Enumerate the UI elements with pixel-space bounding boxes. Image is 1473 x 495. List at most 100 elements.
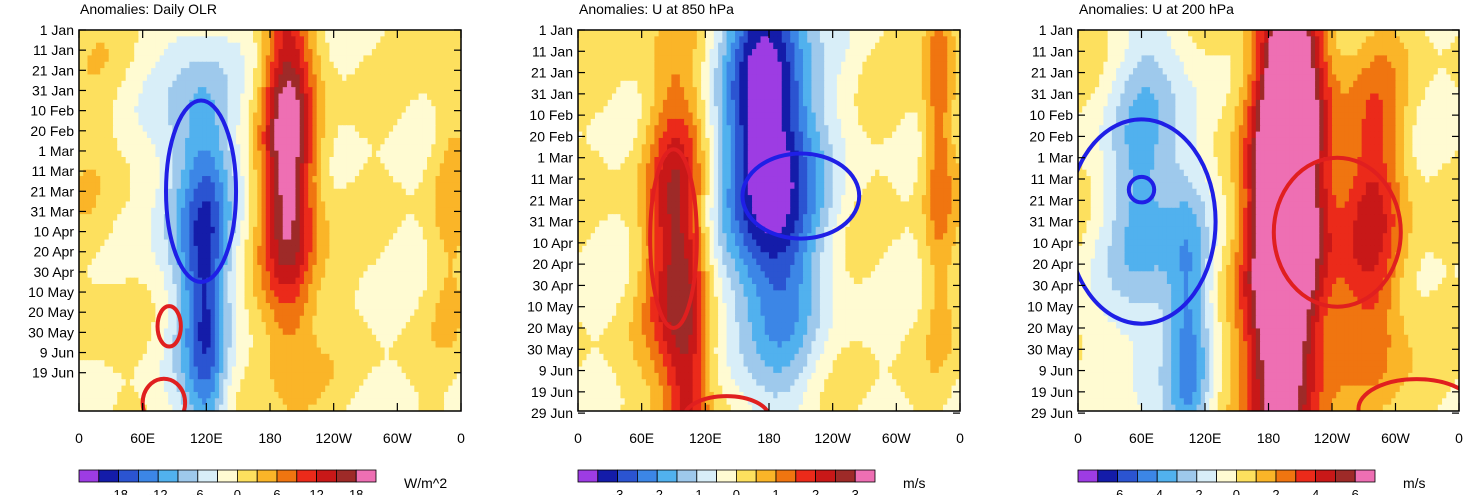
field-cell <box>388 328 394 336</box>
field-cell <box>138 347 144 355</box>
field-cell <box>282 106 288 114</box>
field-cell <box>439 137 445 145</box>
field-cell <box>452 131 458 139</box>
field-cell <box>282 131 288 139</box>
field-cell <box>397 360 403 368</box>
field-cell <box>363 284 369 291</box>
field-cell <box>176 55 182 63</box>
field-cell <box>282 157 288 164</box>
field-cell <box>452 322 458 330</box>
field-cell <box>155 137 161 145</box>
field-cell <box>439 277 445 285</box>
field-cell <box>456 258 461 266</box>
field-cell <box>393 42 398 50</box>
field-cell <box>138 334 144 342</box>
field-cell <box>159 366 165 374</box>
field-cell <box>282 290 288 298</box>
field-cell <box>197 182 203 190</box>
field-cell <box>405 353 411 361</box>
field-cell <box>342 226 347 234</box>
field-cell <box>138 303 144 310</box>
field-cell <box>125 125 131 133</box>
field-cell <box>270 169 275 177</box>
field-cell <box>214 93 220 101</box>
field-cell <box>354 188 360 196</box>
field-cell <box>384 169 390 177</box>
field-cell <box>180 68 186 76</box>
field-cell <box>325 125 331 133</box>
field-cell <box>172 233 178 241</box>
field-cell <box>278 252 284 260</box>
field-cell <box>422 182 428 190</box>
field-cell <box>121 379 127 387</box>
field-cell <box>134 112 140 120</box>
field-cell <box>100 258 106 266</box>
field-cell <box>129 366 135 374</box>
field-cell <box>146 118 152 126</box>
field-cell <box>163 309 169 317</box>
field-cell <box>146 315 152 323</box>
field-cell <box>240 87 246 95</box>
field-cell <box>180 201 186 209</box>
field-cell <box>414 353 420 361</box>
field-cell <box>282 271 288 279</box>
field-cell <box>431 277 437 285</box>
field-cell <box>138 188 144 196</box>
field-cell <box>342 315 347 323</box>
field-cell <box>244 201 250 209</box>
field-cell <box>180 220 186 228</box>
field-cell <box>320 264 326 272</box>
field-cell <box>401 99 407 107</box>
field-cell <box>108 188 114 196</box>
field-cell <box>418 118 424 126</box>
field-cell <box>270 99 275 107</box>
field-cell <box>129 264 135 272</box>
field-cell <box>223 61 229 69</box>
field-cell <box>100 87 106 95</box>
field-cell <box>325 372 331 380</box>
field-cell <box>274 207 280 215</box>
field-cell <box>125 30 131 37</box>
field-cell <box>303 36 309 44</box>
field-cell <box>371 36 377 44</box>
field-cell <box>444 36 449 44</box>
field-cell <box>180 150 186 158</box>
field-cell <box>325 42 331 50</box>
field-cell <box>444 309 449 317</box>
field-cell <box>303 80 309 88</box>
field-cell <box>193 379 199 387</box>
field-cell <box>401 315 407 323</box>
field-cell <box>244 322 250 330</box>
field-cell <box>223 322 229 330</box>
field-cell <box>87 252 93 260</box>
field-cell <box>91 80 97 88</box>
field-cell <box>163 328 169 336</box>
field-cell <box>388 322 394 330</box>
field-cell <box>214 176 220 183</box>
field-cell <box>308 264 314 272</box>
field-cell <box>125 226 131 234</box>
field-cell <box>257 30 263 37</box>
field-cell <box>240 188 246 196</box>
field-cell <box>79 195 84 203</box>
field-cell <box>270 233 275 241</box>
field-cell <box>393 360 398 368</box>
field-cell <box>418 226 424 234</box>
field-cell <box>202 258 207 266</box>
field-cell <box>197 42 203 50</box>
field-cell <box>333 42 339 50</box>
field-cell <box>159 157 165 164</box>
field-cell <box>418 55 424 63</box>
field-cell <box>142 341 148 349</box>
field-cell <box>410 372 415 380</box>
field-cell <box>427 195 432 203</box>
field-cell <box>414 150 420 158</box>
field-cell <box>376 284 381 291</box>
field-cell <box>397 195 403 203</box>
field-cell <box>384 290 390 298</box>
field-cell <box>197 112 203 120</box>
field-cell <box>448 360 454 368</box>
field-cell <box>291 372 297 380</box>
field-cell <box>354 277 360 285</box>
field-cell <box>108 277 114 285</box>
